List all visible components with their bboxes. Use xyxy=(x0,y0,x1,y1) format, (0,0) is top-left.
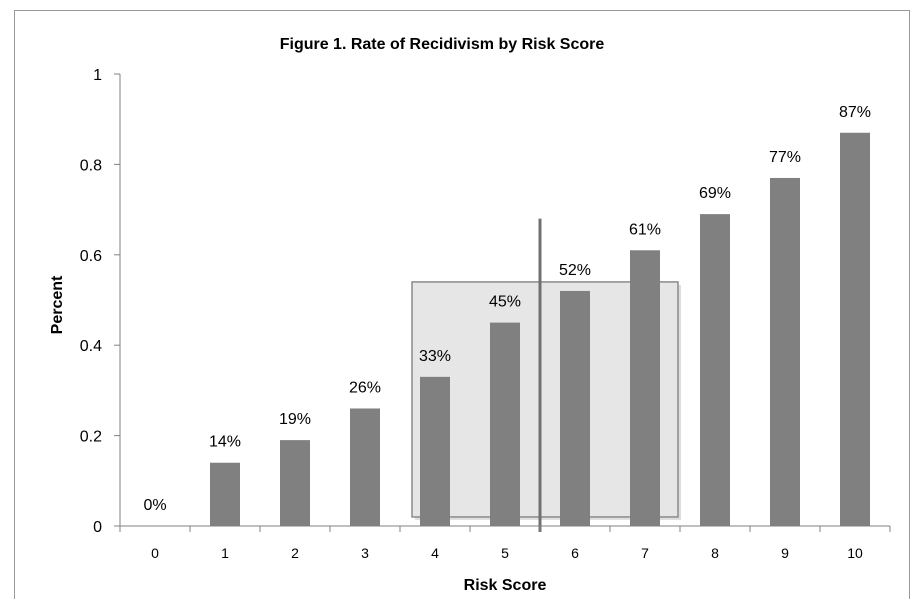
bar-5 xyxy=(490,322,520,526)
x-tick-label: 7 xyxy=(641,545,649,561)
axes-layer: 00.20.40.60.810 1 2 3 4 5 6 7 8 9 10 xyxy=(80,67,891,561)
bar-1 xyxy=(210,462,240,526)
x-tick-label: 10 xyxy=(847,545,863,561)
data-label: 45% xyxy=(489,294,521,311)
bar-3 xyxy=(350,408,380,526)
data-label: 87% xyxy=(839,104,871,121)
bar-7 xyxy=(630,250,660,526)
data-label: 61% xyxy=(629,221,661,238)
bar-10 xyxy=(840,132,870,526)
x-tick-label: 2 xyxy=(291,545,299,561)
bar-4 xyxy=(420,376,450,526)
bar-9 xyxy=(770,177,800,526)
bar-6 xyxy=(560,290,590,526)
y-tick-label: 0.6 xyxy=(80,248,102,265)
data-labels-layer: 0% 14% 19% 26% 33% 45% 52% 61% 69% 77% 87% xyxy=(143,104,871,514)
x-tick-label: 5 xyxy=(501,545,509,561)
x-axis-title: Risk Score xyxy=(464,577,547,594)
bar-8 xyxy=(700,214,730,526)
y-tick-label: 0 xyxy=(93,519,102,536)
data-label: 14% xyxy=(209,434,241,451)
x-tick-label: 3 xyxy=(361,545,369,561)
data-label: 0% xyxy=(143,497,166,514)
x-tick-label: 9 xyxy=(781,545,789,561)
data-label: 77% xyxy=(769,149,801,166)
x-tick-label: 0 xyxy=(151,545,159,561)
bars-layer xyxy=(210,132,870,526)
data-label: 19% xyxy=(279,411,311,428)
chart-title: Figure 1. Rate of Recidivism by Risk Sco… xyxy=(280,36,605,53)
y-tick-label: 1 xyxy=(93,67,102,84)
y-tick-label: 0.4 xyxy=(80,338,102,355)
y-tick-label: 0.2 xyxy=(80,429,102,446)
data-label: 52% xyxy=(559,262,591,279)
bar-2 xyxy=(280,440,310,526)
x-tick-label: 1 xyxy=(221,545,229,561)
data-label: 33% xyxy=(419,348,451,365)
y-axis-title: Percent xyxy=(49,275,66,334)
x-tick-label: 8 xyxy=(711,545,719,561)
data-label: 26% xyxy=(349,379,381,396)
data-label: 69% xyxy=(699,185,731,202)
x-tick-label: 6 xyxy=(571,545,579,561)
x-tick-label: 4 xyxy=(431,545,439,561)
y-tick-label: 0.8 xyxy=(80,157,102,174)
